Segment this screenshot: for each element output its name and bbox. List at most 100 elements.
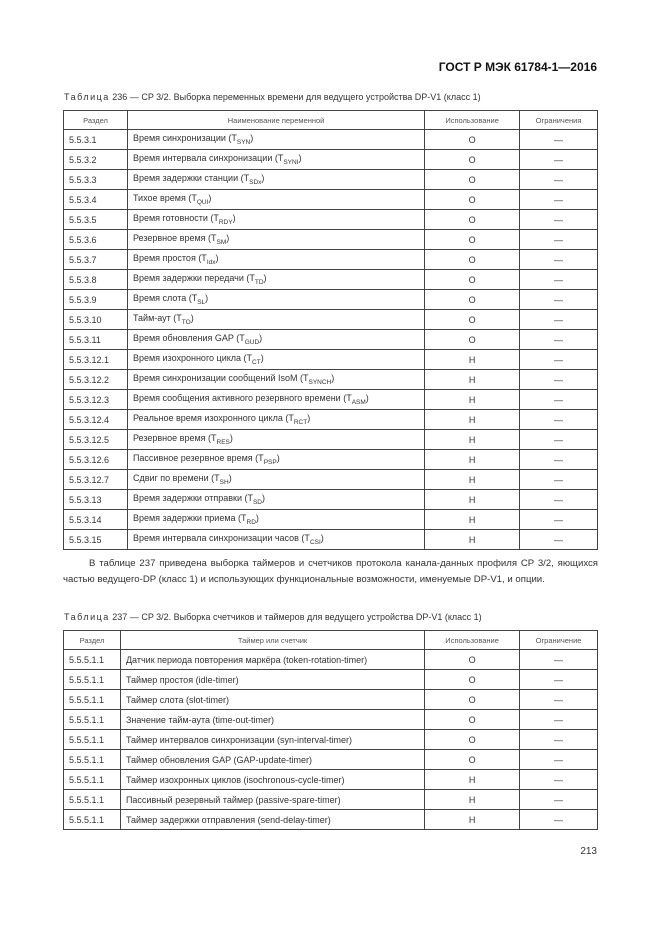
limit-cell: — xyxy=(519,709,598,730)
column-header: Наименование переменной xyxy=(126,110,426,130)
name-subscript: CT xyxy=(252,358,261,366)
name-text: Время сообщения активного резервного вре… xyxy=(132,393,352,404)
section-cell: 5.5.3.13 xyxy=(63,489,128,510)
standard-header: ГОСТ Р МЭК 61784-1—2016 xyxy=(438,60,597,74)
name-text: Резервное время (T xyxy=(132,433,217,444)
limit-cell: — xyxy=(519,229,598,250)
name-close: ) xyxy=(255,513,259,524)
name-text: Время синхронизации (T xyxy=(132,133,237,144)
usage-cell: Н xyxy=(424,469,521,490)
name-cell: Тихое время (TQUI) xyxy=(126,189,426,210)
name-cell: Реальное время изохронного цикла (TRCT) xyxy=(126,409,426,430)
table-row: 5.5.3.9 Время слота (TSL) O — xyxy=(63,289,598,310)
name-subscript: QUI xyxy=(196,198,209,206)
table-row: 5.5.3.15 Время интервала синхронизации ча… xyxy=(63,529,598,550)
section-cell: 5.5.3.11 xyxy=(63,329,128,350)
name-subscript: RES xyxy=(216,438,230,446)
name-cell: Тайм-аут (TTO) xyxy=(126,309,426,330)
name-cell: Таймер изохронных циклов (isochronous-cy… xyxy=(119,769,426,790)
section-cell: 5.5.3.7 xyxy=(63,249,128,270)
name-subscript: GUD xyxy=(244,338,260,346)
name-close: ) xyxy=(259,333,263,344)
limit-cell: — xyxy=(519,169,598,190)
name-subscript: TO xyxy=(181,318,191,326)
section-cell: 5.5.3.14 xyxy=(63,509,128,530)
usage-cell: O xyxy=(424,289,521,310)
column-header: Раздел xyxy=(63,630,121,650)
name-text: Сдвиг по времени (T xyxy=(132,473,220,484)
name-cell: Время интервала синхронизации (TSYNI) xyxy=(126,149,426,170)
section-cell: 5.5.3.12.2 xyxy=(63,369,128,390)
section-cell: 5.5.3.12.4 xyxy=(63,409,128,430)
name-close: ) xyxy=(307,413,311,424)
table-row: 5.5.3.13 Время задержки отправки (TSD) Н — xyxy=(63,489,598,510)
caption-label: Таблица xyxy=(64,92,110,102)
name-subscript: SD xyxy=(252,498,262,506)
name-close: ) xyxy=(365,393,369,404)
table-row: 5.5.5.1.1 Таймер задержки отправления (se… xyxy=(63,809,598,830)
name-close: ) xyxy=(215,253,219,264)
table-row: 5.5.3.4 Тихое время (TQUI) O — xyxy=(63,189,598,210)
table-row: 5.5.5.1.1 Таймер интервалов синхронизации… xyxy=(63,729,598,750)
name-text: Время задержки станции (T xyxy=(132,173,250,184)
name-close: ) xyxy=(208,193,212,204)
usage-cell: Н xyxy=(424,489,521,510)
name-text: Тихое время (T xyxy=(132,193,197,204)
name-text: Пассивное резервное время (T xyxy=(132,453,264,464)
usage-cell: Н xyxy=(424,389,521,410)
usage-cell: O xyxy=(424,269,521,290)
usage-cell: O xyxy=(424,309,521,330)
table-row: 5.5.3.2 Время интервала синхронизации (TS… xyxy=(63,149,598,170)
section-cell: 5.5.3.1 xyxy=(63,129,128,150)
limit-cell: — xyxy=(519,769,598,790)
column-header: Ограничение xyxy=(519,630,598,650)
limit-cell: — xyxy=(519,209,598,230)
usage-cell: Н xyxy=(424,509,521,530)
caption-text: 236 — CP 3/2. Выборка переменных времени… xyxy=(109,92,481,102)
usage-cell: Н xyxy=(424,449,521,470)
name-close: ) xyxy=(263,273,267,284)
section-cell: 5.5.3.3 xyxy=(63,169,128,190)
usage-cell: O xyxy=(424,129,521,150)
name-cell: Время задержки передачи (TTD) xyxy=(126,269,426,290)
usage-cell: Н xyxy=(424,769,521,790)
name-subscript: SYNI xyxy=(283,158,299,166)
name-cell: Таймер задержки отправления (send-delay-… xyxy=(119,809,426,830)
name-subscript: SL xyxy=(197,298,206,306)
usage-cell: O xyxy=(424,209,521,230)
name-text: Время задержки отправки (T xyxy=(132,493,253,504)
section-cell: 5.5.3.6 xyxy=(63,229,128,250)
name-cell: Время простоя (TIdx) xyxy=(126,249,426,270)
table-row: 5.5.3.14 Время задержки приема (TRD) Н — xyxy=(63,509,598,530)
usage-cell: Н xyxy=(424,789,521,810)
limit-cell: — xyxy=(519,129,598,150)
usage-cell: Н xyxy=(424,809,521,830)
limit-cell: — xyxy=(519,809,598,830)
table-237-caption: Таблица 237 — CP 3/2. Выборка счетчиков … xyxy=(64,612,482,622)
limit-cell: — xyxy=(519,509,598,530)
usage-cell: Н xyxy=(424,369,521,390)
usage-cell: O xyxy=(424,169,521,190)
table-row: 5.5.3.12.4 Реальное время изохронного цик… xyxy=(63,409,598,430)
limit-cell: — xyxy=(519,449,598,470)
name-close: ) xyxy=(261,173,265,184)
name-text: Время интервала синхронизации часов (T xyxy=(132,533,310,544)
name-cell: Значение тайм-аута (time-out-timer) xyxy=(119,709,426,730)
table-row: 5.5.5.1.1 Таймер простоя (idle-timer) O — xyxy=(63,669,598,690)
usage-cell: O xyxy=(424,689,521,710)
name-cell: Время интервала синхронизации часов (TCS… xyxy=(126,529,426,550)
table-row: 5.5.3.12.3 Время сообщения активного резе… xyxy=(63,389,598,410)
section-cell: 5.5.3.12.6 xyxy=(63,449,128,470)
name-cell: Время обновления GAP (TGUD) xyxy=(126,329,426,350)
section-cell: 5.5.3.5 xyxy=(63,209,128,230)
section-cell: 5.5.5.1.1 xyxy=(63,689,121,710)
limit-cell: — xyxy=(519,669,598,690)
limit-cell: — xyxy=(519,349,598,370)
usage-cell: O xyxy=(424,229,521,250)
limit-cell: — xyxy=(519,729,598,750)
name-text: Тайм-аут (T xyxy=(132,313,182,324)
section-cell: 5.5.5.1.1 xyxy=(63,789,121,810)
name-cell: Время задержки отправки (TSD) xyxy=(126,489,426,510)
section-cell: 5.5.5.1.1 xyxy=(63,649,121,670)
section-cell: 5.5.5.1.1 xyxy=(63,769,121,790)
